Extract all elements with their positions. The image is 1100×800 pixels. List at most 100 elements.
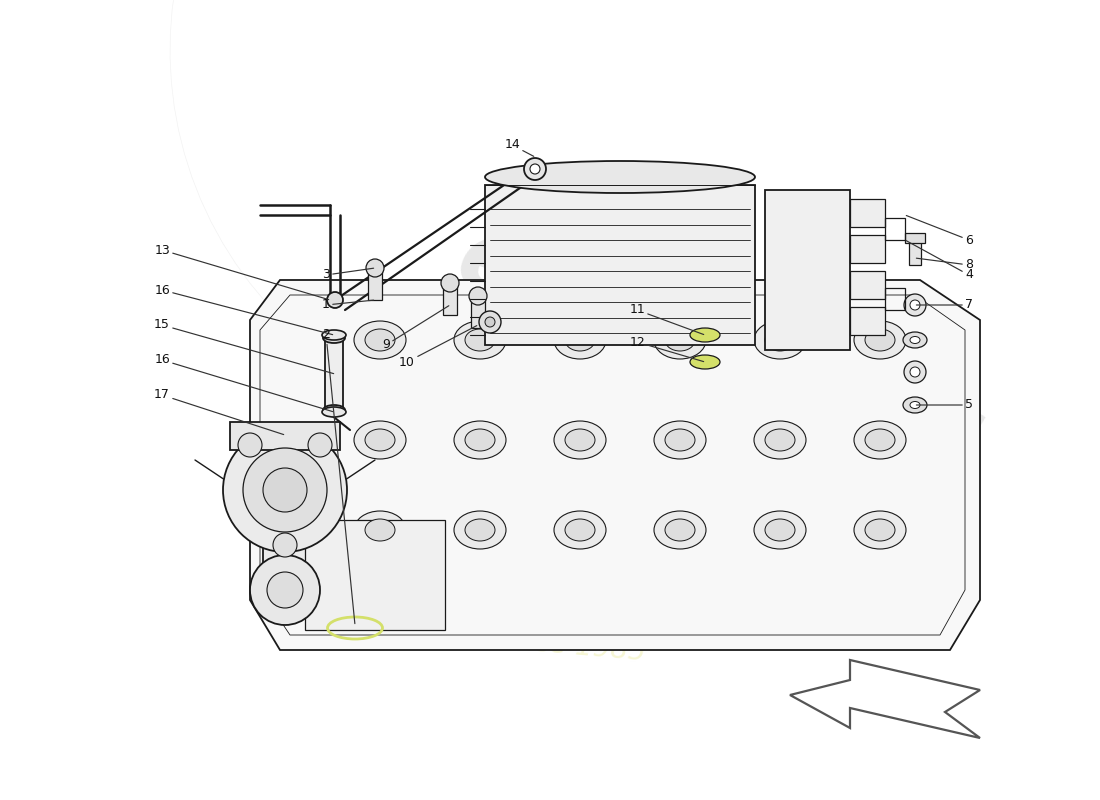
Circle shape	[238, 433, 262, 457]
Circle shape	[263, 468, 307, 512]
Ellipse shape	[524, 158, 546, 180]
Ellipse shape	[465, 519, 495, 541]
Text: 8: 8	[916, 258, 974, 271]
Ellipse shape	[764, 519, 795, 541]
Circle shape	[273, 533, 297, 557]
Text: 16: 16	[154, 283, 332, 334]
Ellipse shape	[910, 402, 920, 409]
Text: 4: 4	[906, 241, 972, 282]
Ellipse shape	[903, 397, 927, 413]
Ellipse shape	[454, 511, 506, 549]
Circle shape	[223, 428, 346, 552]
Ellipse shape	[530, 164, 540, 174]
Bar	[324, 338, 343, 410]
Ellipse shape	[454, 321, 506, 359]
Ellipse shape	[854, 511, 906, 549]
Bar	[850, 307, 886, 335]
Text: 13: 13	[154, 243, 329, 300]
Ellipse shape	[654, 511, 706, 549]
Ellipse shape	[754, 321, 806, 359]
Bar	[263, 525, 307, 590]
Bar	[909, 237, 921, 265]
Ellipse shape	[764, 429, 795, 451]
Ellipse shape	[354, 321, 406, 359]
Text: 7: 7	[916, 298, 974, 311]
Ellipse shape	[565, 329, 595, 351]
Bar	[764, 190, 850, 350]
Bar	[850, 199, 886, 227]
Ellipse shape	[441, 274, 459, 292]
Ellipse shape	[854, 421, 906, 459]
Bar	[230, 422, 340, 450]
Ellipse shape	[485, 317, 495, 327]
Ellipse shape	[323, 405, 345, 415]
Bar	[905, 233, 925, 243]
Ellipse shape	[690, 355, 721, 369]
Ellipse shape	[465, 429, 495, 451]
Ellipse shape	[327, 292, 343, 308]
Ellipse shape	[910, 300, 920, 310]
Ellipse shape	[904, 294, 926, 316]
Ellipse shape	[854, 321, 906, 359]
Ellipse shape	[865, 519, 895, 541]
Text: 3: 3	[322, 268, 374, 282]
Circle shape	[308, 433, 332, 457]
Bar	[850, 271, 886, 299]
Text: 9: 9	[382, 306, 449, 351]
Ellipse shape	[485, 161, 755, 193]
Ellipse shape	[365, 329, 395, 351]
Ellipse shape	[666, 429, 695, 451]
Text: 16: 16	[154, 354, 332, 411]
Ellipse shape	[354, 421, 406, 459]
Bar	[850, 235, 886, 263]
Ellipse shape	[764, 329, 795, 351]
Ellipse shape	[910, 367, 920, 377]
Polygon shape	[250, 280, 980, 650]
Text: 17: 17	[154, 389, 284, 434]
Circle shape	[250, 555, 320, 625]
Text: 5: 5	[916, 398, 974, 411]
Ellipse shape	[478, 311, 500, 333]
Text: 6: 6	[906, 215, 972, 246]
Text: 14: 14	[504, 138, 534, 156]
Polygon shape	[790, 660, 980, 738]
Ellipse shape	[910, 337, 920, 343]
Bar	[471, 296, 485, 328]
Ellipse shape	[754, 421, 806, 459]
Text: europarts: europarts	[443, 210, 997, 490]
Ellipse shape	[654, 321, 706, 359]
Bar	[485, 185, 755, 345]
Bar	[368, 268, 382, 300]
Ellipse shape	[469, 287, 487, 305]
Ellipse shape	[322, 407, 346, 417]
Text: 10: 10	[399, 326, 476, 369]
Ellipse shape	[366, 259, 384, 277]
Ellipse shape	[465, 329, 495, 351]
Ellipse shape	[666, 329, 695, 351]
Circle shape	[267, 572, 303, 608]
Circle shape	[243, 448, 327, 532]
Text: 2: 2	[322, 329, 355, 624]
Ellipse shape	[365, 429, 395, 451]
Ellipse shape	[354, 511, 406, 549]
Ellipse shape	[754, 511, 806, 549]
Ellipse shape	[565, 429, 595, 451]
Ellipse shape	[554, 421, 606, 459]
Ellipse shape	[554, 511, 606, 549]
Bar	[443, 283, 456, 315]
Ellipse shape	[690, 328, 721, 342]
Ellipse shape	[322, 330, 346, 340]
Text: 1: 1	[322, 298, 374, 311]
Ellipse shape	[903, 332, 927, 348]
Ellipse shape	[654, 421, 706, 459]
Text: 12: 12	[629, 335, 704, 362]
Ellipse shape	[666, 519, 695, 541]
Ellipse shape	[454, 421, 506, 459]
Ellipse shape	[554, 321, 606, 359]
Ellipse shape	[865, 329, 895, 351]
Ellipse shape	[323, 333, 345, 343]
Ellipse shape	[904, 361, 926, 383]
Ellipse shape	[865, 429, 895, 451]
Ellipse shape	[365, 519, 395, 541]
Text: a passion since 1985: a passion since 1985	[353, 614, 647, 666]
